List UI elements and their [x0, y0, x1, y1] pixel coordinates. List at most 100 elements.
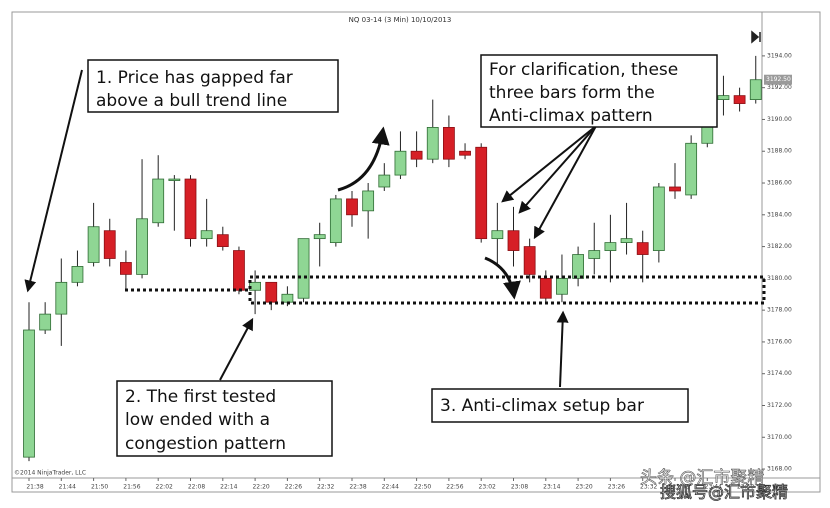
arrow: [556, 310, 569, 388]
candle-body: [717, 95, 730, 100]
candle-body: [23, 329, 35, 458]
last-price-label: 3192.50: [766, 76, 791, 83]
annotation-text: three bars form the: [489, 83, 655, 103]
candle-body: [329, 198, 342, 244]
candle-body: [346, 198, 358, 216]
candle-body: [539, 277, 552, 299]
annotation-text: Anti-climax pattern: [489, 106, 653, 126]
x-tick-label: 23:08: [511, 484, 528, 491]
x-tick-label: 22:20: [252, 484, 269, 491]
watermark: 头条 @汇市聚精: [640, 468, 764, 488]
annotation-box: [116, 380, 333, 457]
x-tick-label: 22:44: [382, 484, 399, 491]
y-tick-label: 3170.00: [767, 434, 792, 441]
candle-body: [71, 266, 84, 283]
x-tick-label: 21:38: [26, 484, 43, 491]
annotation-text: 3. Anti-climax setup bar: [440, 396, 644, 416]
y-tick-label: 3186.00: [767, 180, 792, 187]
y-tick-label: 3188.00: [767, 148, 792, 155]
candle-body: [39, 313, 52, 331]
x-tick-label: 21:44: [59, 484, 76, 491]
x-tick-label: 22:56: [446, 484, 463, 491]
y-tick-label: 3176.00: [767, 338, 792, 345]
x-tick-label: 23:26: [608, 484, 625, 491]
candle-body: [233, 250, 245, 291]
y-tick-label: 3168.00: [767, 466, 792, 473]
y-tick-label: 3174.00: [767, 370, 792, 377]
scroll-end-icon[interactable]: [751, 30, 761, 44]
candle-body: [507, 230, 520, 251]
x-tick-label: 23:14: [543, 484, 560, 491]
candle-body: [55, 281, 68, 315]
candle-body: [749, 79, 762, 100]
arrow: [518, 125, 597, 214]
candle-body: [588, 250, 601, 259]
arrow: [501, 125, 597, 203]
x-tick-label: 22:50: [414, 484, 431, 491]
annotations-layer: 1. Price has gapped far above a bull tren…: [24, 54, 788, 502]
candle-body: [378, 174, 391, 188]
annotation-text: 2. The first tested: [125, 387, 276, 407]
candle-body: [556, 277, 568, 295]
x-tick-label: 23:50: [737, 484, 754, 491]
y-tick-label: 3190.00: [767, 116, 792, 123]
watermark: 搜狐号@汇市聚精: [660, 483, 788, 502]
candle-body: [410, 150, 423, 160]
x-tick-label: 23:20: [575, 484, 592, 491]
candle-body: [120, 262, 132, 275]
y-tick-label: 3178.00: [767, 307, 792, 314]
candle-body: [669, 186, 681, 192]
candle-body: [604, 242, 617, 251]
curved-arrow: [484, 256, 521, 300]
annotation-text: congestion pattern: [125, 434, 286, 454]
candle-body: [442, 127, 455, 160]
arrow: [219, 317, 254, 381]
candle-body: [103, 230, 116, 259]
last-price-box: [764, 74, 792, 85]
arrow: [533, 125, 597, 240]
x-tick-label: 21:50: [91, 484, 108, 491]
y-tick-label: 3184.00: [767, 211, 792, 218]
candle-body: [426, 127, 439, 160]
annotation-text: above a bull trend line: [96, 91, 287, 111]
annotation-text: For clarification, these: [489, 60, 678, 80]
copyright: ©2014 NinjaTrader, LLC: [14, 470, 86, 477]
candle-body: [313, 234, 326, 240]
candle-body: [136, 218, 148, 275]
candle-body: [362, 190, 375, 212]
candle-body: [281, 293, 294, 303]
candle-body: [459, 150, 471, 156]
candle-body: [636, 242, 649, 255]
candle-body: [200, 230, 213, 240]
x-tick-label: 22:14: [220, 484, 237, 491]
y-tick-label: 3180.00: [767, 275, 792, 282]
candle-body: [572, 254, 584, 279]
candle-body: [184, 178, 197, 240]
candle-body: [216, 234, 229, 247]
y-tick-label: 3194.00: [767, 52, 792, 59]
candle-body: [152, 178, 165, 224]
candle-body: [297, 238, 310, 299]
x-tick-label: 22:02: [156, 484, 173, 491]
candle-body: [652, 186, 665, 251]
chart-title: NQ 03-14 (3 Min) 10/10/2013: [349, 16, 452, 24]
candle-body: [733, 95, 746, 104]
candle-body: [394, 150, 407, 176]
x-tick-label: 22:08: [188, 484, 205, 491]
candle-body: [265, 281, 278, 303]
curved-arrow: [337, 126, 390, 192]
y-tick-label: 3172.00: [767, 402, 792, 409]
x-tick-label: 23:38: [672, 484, 689, 491]
x-tick-label: 22:32: [317, 484, 334, 491]
x-tick-label: 21:56: [123, 484, 140, 491]
candle-body: [620, 238, 633, 244]
candle-body: [475, 146, 488, 240]
candle-body: [685, 142, 698, 196]
y-tick-label: 3182.00: [767, 243, 792, 250]
x-tick-label: 22:38: [349, 484, 366, 491]
candle-body: [87, 226, 100, 263]
x-tick-label: 23:02: [479, 484, 496, 491]
annotation-box: [431, 388, 689, 423]
candle-body: [523, 246, 536, 275]
